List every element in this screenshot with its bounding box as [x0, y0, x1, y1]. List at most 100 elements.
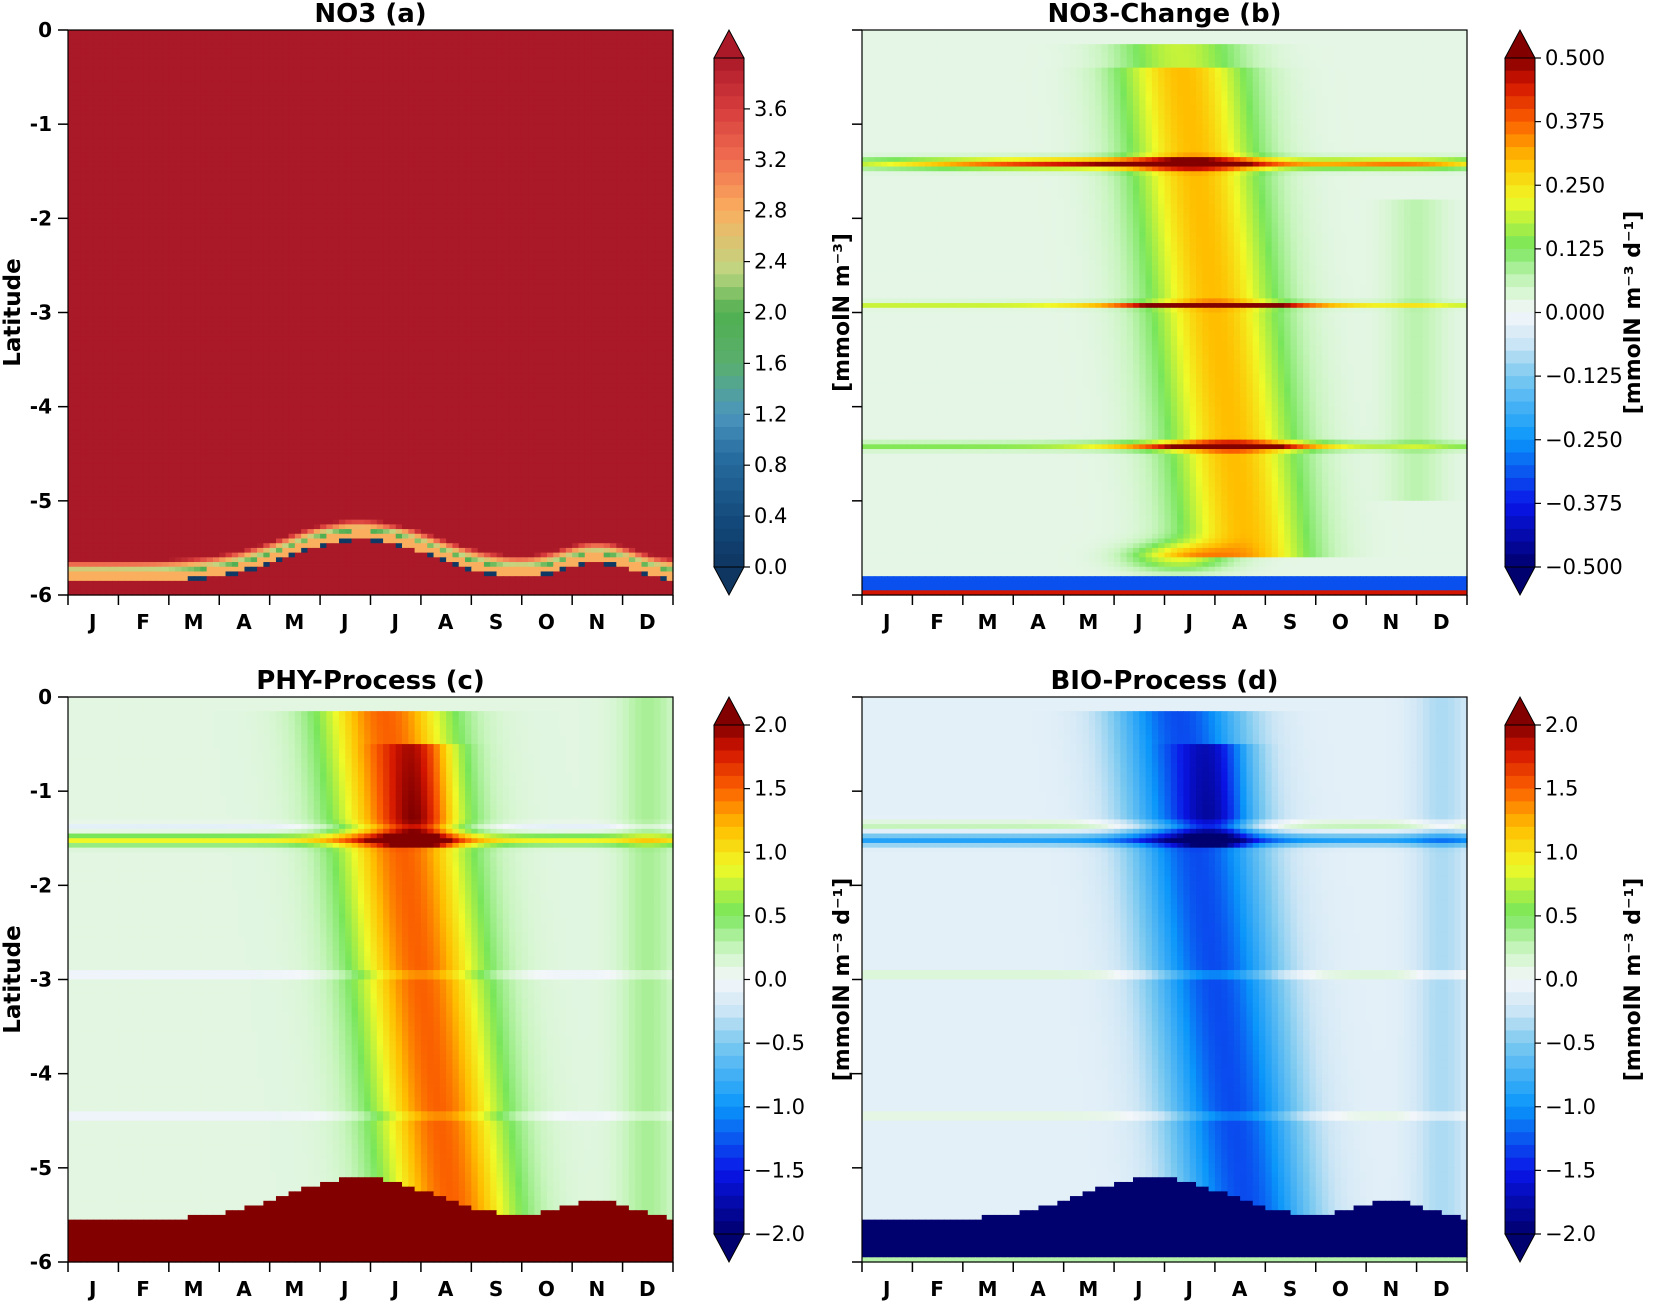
heatmap-cell: [434, 39, 441, 44]
heatmap-cell: [623, 96, 630, 101]
heatmap-cell: [282, 101, 289, 106]
heatmap-cell: [497, 143, 504, 148]
heatmap-cell: [352, 157, 359, 162]
heatmap-cell: [364, 176, 371, 181]
heatmap-cell: [188, 54, 195, 59]
heatmap-cell: [377, 129, 384, 134]
heatmap-cell: [358, 49, 365, 54]
heatmap-cell: [578, 87, 585, 92]
heatmap-cell: [560, 54, 567, 59]
heatmap-cell: [471, 68, 478, 73]
heatmap-cell: [333, 152, 340, 157]
heatmap-cell: [326, 119, 333, 124]
heatmap-cell: [396, 185, 403, 190]
heatmap-cell: [389, 110, 396, 115]
heatmap-cell: [276, 77, 283, 82]
heatmap-cell: [289, 54, 296, 59]
heatmap-cell: [497, 82, 504, 87]
heatmap-cell: [522, 82, 529, 87]
heatmap-cell: [112, 35, 119, 40]
heatmap-cell: [112, 162, 119, 167]
heatmap-cell: [560, 30, 567, 35]
heatmap-cell: [648, 115, 655, 120]
heatmap-cell: [515, 63, 522, 68]
heatmap-cell: [333, 124, 340, 129]
heatmap-cell: [181, 49, 188, 54]
heatmap-cell: [163, 171, 170, 176]
heatmap-cell: [270, 101, 277, 106]
heatmap-cell: [648, 162, 655, 167]
heatmap-cell: [326, 96, 333, 101]
heatmap-cell: [244, 138, 251, 143]
heatmap-cell: [396, 44, 403, 49]
heatmap-cell: [635, 181, 642, 186]
heatmap-cell: [106, 105, 113, 110]
heatmap-cell: [219, 124, 226, 129]
heatmap-cell: [604, 110, 611, 115]
heatmap-cell: [194, 77, 201, 82]
heatmap-cell: [238, 115, 245, 120]
heatmap-cell: [421, 143, 428, 148]
heatmap-cell: [194, 185, 201, 190]
heatmap-cell: [276, 91, 283, 96]
heatmap-cell: [289, 44, 296, 49]
heatmap-cell: [541, 54, 548, 59]
heatmap-cell: [74, 143, 81, 148]
heatmap-cell: [93, 91, 100, 96]
heatmap-cell: [560, 124, 567, 129]
heatmap-cell: [188, 115, 195, 120]
heatmap-cell: [635, 44, 642, 49]
heatmap-cell: [352, 171, 359, 176]
heatmap-cell: [604, 63, 611, 68]
heatmap-cell: [610, 91, 617, 96]
heatmap-cell: [194, 152, 201, 157]
heatmap-cell: [244, 44, 251, 49]
heatmap-cell: [585, 148, 592, 153]
heatmap-cell: [560, 162, 567, 167]
heatmap-cell: [654, 39, 661, 44]
heatmap-cell: [553, 176, 560, 181]
heatmap-cell: [100, 39, 107, 44]
heatmap-cell: [396, 152, 403, 157]
heatmap-cell: [93, 119, 100, 124]
heatmap-cell: [213, 44, 220, 49]
heatmap-cell: [282, 49, 289, 54]
heatmap-cell: [301, 101, 308, 106]
heatmap-cell: [604, 119, 611, 124]
heatmap-cell: [289, 35, 296, 40]
heatmap-cell: [434, 87, 441, 92]
heatmap-cell: [478, 181, 485, 186]
heatmap-cell: [320, 49, 327, 54]
heatmap-cell: [270, 152, 277, 157]
heatmap-cell: [181, 96, 188, 101]
heatmap-cell: [118, 119, 125, 124]
heatmap-cell: [276, 105, 283, 110]
heatmap-cell: [440, 72, 447, 77]
heatmap-cell: [484, 185, 491, 190]
heatmap-cell: [232, 115, 239, 120]
heatmap-cell: [566, 82, 573, 87]
heatmap-cell: [648, 87, 655, 92]
heatmap-cell: [364, 152, 371, 157]
heatmap-cell: [307, 87, 314, 92]
heatmap-cell: [478, 138, 485, 143]
heatmap-cell: [490, 58, 497, 63]
heatmap-cell: [238, 152, 245, 157]
heatmap-cell: [534, 101, 541, 106]
heatmap-cell: [181, 167, 188, 172]
heatmap-cell: [200, 148, 207, 153]
heatmap-cell: [402, 82, 409, 87]
heatmap-cell: [314, 143, 321, 148]
heatmap-cell: [358, 110, 365, 115]
heatmap-cell: [427, 49, 434, 54]
heatmap-cell: [660, 143, 667, 148]
heatmap-cell: [169, 167, 176, 172]
heatmap-cell: [528, 115, 535, 120]
heatmap-cell: [213, 167, 220, 172]
heatmap-cell: [415, 87, 422, 92]
heatmap-cell: [629, 162, 636, 167]
heatmap-cell: [402, 148, 409, 153]
heatmap-cell: [364, 171, 371, 176]
heatmap-cell: [421, 68, 428, 73]
heatmap-cell: [87, 30, 94, 35]
